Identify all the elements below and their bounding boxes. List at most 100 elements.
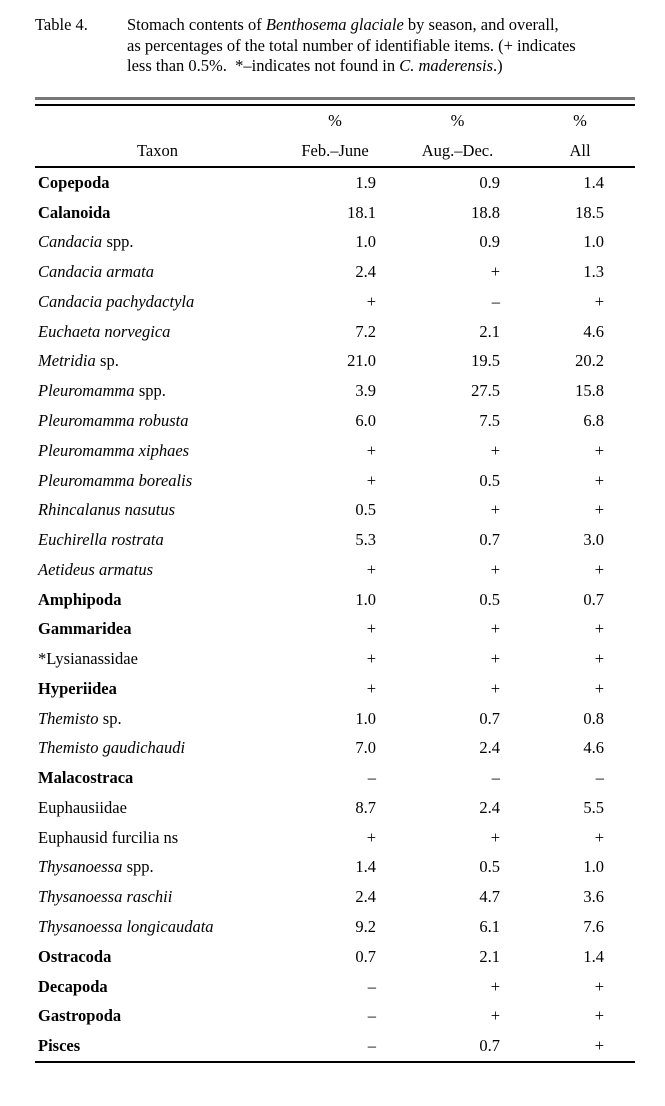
taxon-name-roman: Gastropoda — [38, 1006, 122, 1026]
table-row: Amphipoda 1.0 0.5 0.7 — [35, 585, 635, 615]
table-row: Pleuromamma borealis +0.5 + — [35, 466, 635, 496]
value-cell: – — [367, 976, 376, 996]
table-row: Candacia pachydactyla + – + — [35, 287, 635, 317]
table-row: Euchirella rostrata 5.3 0.7 3.0 — [35, 525, 635, 555]
value-cell: 1.0 — [355, 232, 376, 252]
value-cell: – — [491, 291, 500, 311]
table-row: Pleuromamma spp. 3.9 27.5 15.8 — [35, 376, 635, 406]
value-cell: – — [491, 768, 500, 788]
taxon-name-roman: Calanoida — [38, 202, 111, 222]
table-row: Themisto sp. 1.0 0.7 0.8 — [35, 704, 635, 734]
taxon-name-roman: spp. — [138, 381, 166, 401]
value-cell: 2.4 — [355, 887, 376, 907]
value-cell: + — [594, 291, 604, 311]
value-cell: 20.2 — [575, 351, 604, 371]
table-row: Thysanoessa longicaudata 9.2 6.1 7.6 — [35, 912, 635, 942]
taxon-name-roman: Gammaridea — [38, 619, 132, 639]
value-cell: + — [490, 559, 500, 579]
value-cell: 0.7 — [479, 530, 500, 550]
value-cell: 1.3 — [583, 262, 604, 282]
value-cell: + — [594, 976, 604, 996]
taxon-cell: Amphipoda — [35, 590, 280, 610]
taxon-cell: Decapoda — [35, 977, 280, 997]
table-row: Thysanoessa raschii 2.4 4.7 3.6 — [35, 882, 635, 912]
table-body: Copepoda 1.9 0.9 1.4 Calanoida 18.1 18.8 18.5 Ca… — [35, 168, 635, 1061]
header-aug-dec: Aug.–Dec. — [421, 140, 494, 160]
value-cell: + — [594, 440, 604, 460]
header-percent-col2: % — [450, 110, 465, 130]
header-row-labels: Taxon Feb.–June Aug.–Dec. All — [35, 135, 635, 166]
taxon-cell: Pleuromamma robusta — [35, 411, 280, 431]
value-cell: 7.0 — [355, 738, 376, 758]
taxon-cell: Calanoida — [35, 203, 280, 223]
header-percent-col1: % — [328, 110, 342, 130]
taxon-name-italic: Themisto gaudichaudi — [38, 738, 186, 758]
taxon-cell: Copepoda — [35, 173, 280, 193]
value-cell: + — [594, 827, 604, 847]
caption-species-name: Benthosema glaciale — [265, 15, 404, 34]
value-cell: 0.7 — [479, 708, 500, 728]
value-cell: 2.1 — [479, 946, 500, 966]
taxon-name-italic: Candacia pachydactyla — [38, 291, 195, 311]
taxon-name-italic: Pleuromamma xiphaes — [38, 440, 190, 460]
table-row: Euphausiidae 8.7 2.4 5.5 — [35, 793, 635, 823]
value-cell: 1.4 — [355, 857, 376, 877]
caption-line3-post: .) — [493, 56, 503, 75]
table-row: Pleuromamma robusta 6.0 7.5 6.8 — [35, 406, 635, 436]
value-cell: 0.7 — [355, 946, 376, 966]
value-cell: + — [366, 678, 376, 698]
value-cell: + — [366, 440, 376, 460]
value-cell: 2.4 — [479, 738, 500, 758]
value-cell: + — [594, 1036, 604, 1056]
value-cell: 1.0 — [583, 857, 604, 877]
taxon-name-roman: Amphipoda — [38, 589, 122, 609]
value-cell: 9.2 — [355, 917, 376, 937]
taxon-cell: Thysanoessa spp. — [35, 857, 280, 877]
value-cell: – — [595, 768, 604, 788]
taxon-cell: Ostracoda — [35, 947, 280, 967]
value-cell: 0.5 — [479, 589, 500, 609]
value-cell: 0.9 — [479, 172, 500, 192]
taxon-name-italic: Themisto — [38, 708, 99, 728]
value-cell: 6.0 — [355, 411, 376, 430]
value-cell: + — [594, 619, 604, 639]
value-cell: 3.9 — [355, 381, 376, 401]
taxon-cell: Pisces — [35, 1036, 280, 1056]
value-cell: + — [490, 1006, 500, 1026]
taxon-cell: Malacostraca — [35, 768, 280, 788]
value-cell: 7.2 — [355, 321, 376, 341]
taxon-name-italic: Candacia — [38, 232, 103, 252]
table-header: % % % Taxon Feb.–June Aug.–Dec. All — [35, 106, 635, 166]
taxon-cell: Candacia pachydactyla — [35, 292, 280, 312]
table-row: Gammaridea + + + — [35, 614, 635, 644]
value-cell: 8.7 — [355, 797, 376, 817]
table-row: Copepoda 1.9 0.9 1.4 — [35, 168, 635, 198]
taxon-cell: Gammaridea — [35, 619, 280, 639]
table-row: Euchaeta norvegica 7.2 2.1 4.6 — [35, 317, 635, 347]
value-cell: 0.5 — [479, 470, 500, 490]
caption-line2: as percentages of the total number of id… — [127, 35, 576, 55]
value-cell: – — [367, 1036, 376, 1056]
value-cell: + — [366, 291, 376, 311]
value-cell: 7.6 — [583, 917, 604, 937]
table-row: Pisces – 0.7 + — [35, 1031, 635, 1061]
value-cell: 18.1 — [347, 202, 376, 222]
taxon-cell: Gastropoda — [35, 1006, 280, 1026]
value-cell: + — [490, 649, 500, 669]
table-row: Themisto gaudichaudi 7.0 2.4 4.6 — [35, 734, 635, 764]
table-row: Ostracoda 0.7 2.1 1.4 — [35, 942, 635, 972]
caption-text: Stomach contents of Benthosema glaciale … — [127, 15, 637, 77]
table-row: Candacia armata 2.4 +1.3 — [35, 257, 635, 287]
table-row: Calanoida 18.1 18.8 18.5 — [35, 198, 635, 228]
taxon-cell: Euchirella rostrata — [35, 530, 280, 550]
caption-line1-post: by season, and overall, — [403, 15, 559, 34]
taxon-name-roman: sp. — [100, 351, 119, 371]
value-cell: 4.6 — [583, 321, 604, 341]
value-cell: + — [490, 619, 500, 639]
value-cell: – — [367, 768, 376, 788]
value-cell: 0.8 — [583, 708, 604, 728]
value-cell: 5.3 — [355, 530, 376, 550]
bottom-rule — [35, 1060, 635, 1063]
value-cell: 1.0 — [355, 708, 376, 728]
caption-label: Table 4. — [35, 15, 88, 34]
